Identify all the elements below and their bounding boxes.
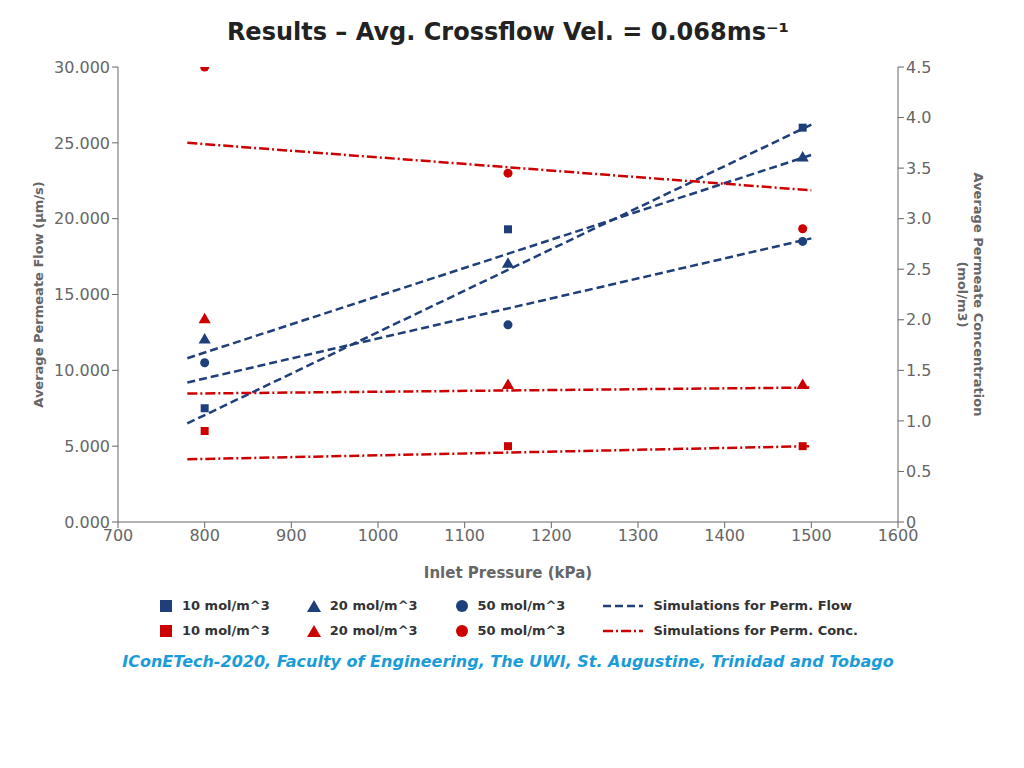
svg-text:2.5: 2.5 [906, 260, 931, 279]
svg-text:3.0: 3.0 [906, 209, 931, 228]
svg-text:3.5: 3.5 [906, 159, 931, 178]
svg-text:10.000: 10.000 [54, 361, 110, 380]
svg-text:15.000: 15.000 [54, 285, 110, 304]
html-text:Simulations for Perm. Conc.: Simulations for Perm. Conc. [653, 623, 858, 638]
svg-text:25.000: 25.000 [54, 134, 110, 153]
svg-text:4.5: 4.5 [906, 58, 931, 77]
html-text:20 mol/m^3: 20 mol/m^3 [329, 623, 418, 638]
svg-text:1.5: 1.5 [906, 361, 931, 380]
svg-text:5.000: 5.000 [64, 437, 110, 456]
svg-text:1600: 1600 [877, 526, 919, 546]
svg-text:Average Permeate Concentration: Average Permeate Concentration(mol/m3) [955, 173, 986, 417]
html-text:10 mol/m^3: 10 mol/m^3 [182, 598, 270, 613]
svg-text:1200: 1200 [531, 526, 572, 545]
svg-text:700: 700 [102, 526, 134, 546]
svg-text:900: 900 [276, 526, 307, 545]
svg-text:0.000: 0.000 [64, 513, 110, 532]
svg-text:2.0: 2.0 [906, 310, 931, 329]
html-text:10 mol/m^3: 10 mol/m^3 [182, 623, 270, 638]
svg-text:0.5: 0.5 [906, 462, 931, 481]
svg-text:30.000: 30.000 [54, 58, 110, 77]
svg-text:0: 0 [906, 513, 916, 532]
html-text:IConETech-2020, Faculty of Eng: IConETech-2020, Faculty of Engineering, … [122, 652, 894, 671]
svg-text:4.0: 4.0 [906, 108, 931, 127]
html-text:20 mol/m^3: 20 mol/m^3 [329, 598, 418, 613]
html-text:50 mol/m^3: 50 mol/m^3 [477, 623, 566, 638]
svg-text:1500: 1500 [791, 526, 832, 545]
svg-text:1000: 1000 [358, 526, 399, 545]
html-text:Results – Avg. Crossflow Vel.: Results – Avg. Crossflow Vel. = 0.068ms⁻… [226, 18, 790, 46]
svg-text:1100: 1100 [444, 526, 485, 545]
svg-text:20.000: 20.000 [54, 209, 110, 228]
svg-text:1.0: 1.0 [906, 412, 931, 431]
svg-text:Average Permeate Flow (μm/s): Average Permeate Flow (μm/s) [31, 181, 46, 407]
svg-text:Inlet Pressure (kPa): Inlet Pressure (kPa) [424, 564, 592, 582]
svg-text:800: 800 [189, 526, 220, 545]
svg-text:1300: 1300 [618, 526, 659, 545]
html-text:50 mol/m^3: 50 mol/m^3 [477, 598, 566, 613]
svg-text:1400: 1400 [704, 526, 745, 545]
html-text:Simulations for Perm. Flow: Simulations for Perm. Flow [653, 598, 852, 613]
